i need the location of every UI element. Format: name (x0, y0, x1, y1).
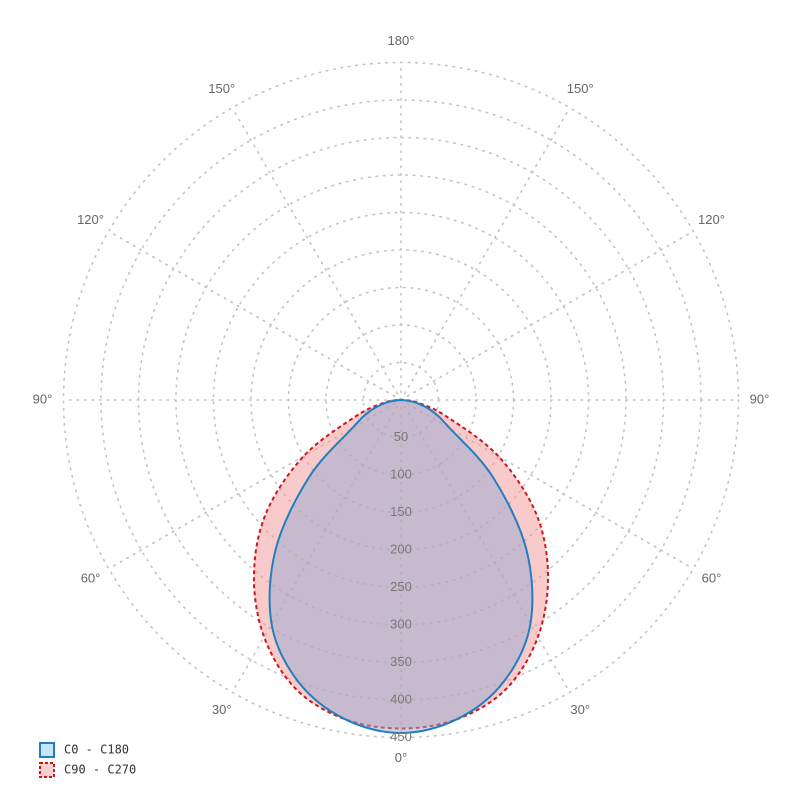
grid-spoke (231, 106, 402, 401)
angle-label: 180° (388, 33, 415, 48)
radial-label: 400 (390, 691, 412, 706)
labels: 0° 30° 60° 90° 120° 150° 180° 30° 60° 90° 120° 150°… (33, 33, 770, 765)
legend-swatch (39, 762, 55, 778)
radial-label: 200 (390, 541, 412, 556)
angle-label: 30° (212, 702, 232, 717)
grid (62, 61, 740, 739)
angle-label: 120° (698, 212, 725, 227)
angle-label: 60° (81, 571, 101, 586)
legend-label: C90 - C270 (64, 763, 136, 777)
angle-label: 150° (208, 81, 235, 96)
radial-label: 300 (390, 616, 412, 631)
legend: C0 - C180 C90 - C270 (39, 742, 136, 778)
angle-label: 90° (750, 391, 770, 406)
angle-label: 150° (567, 81, 594, 96)
angle-label: 60° (702, 571, 722, 586)
radial-label: 100 (390, 466, 412, 481)
legend-label: C0 - C180 (64, 743, 129, 757)
legend-swatch (39, 742, 55, 758)
grid-spoke (400, 106, 571, 401)
angle-label: 30° (570, 702, 590, 717)
radial-label: 250 (390, 579, 412, 594)
grid-ring (62, 61, 740, 739)
areas (252, 399, 550, 734)
radial-label: 150 (390, 504, 412, 519)
angle-label: 0° (395, 750, 407, 765)
radial-label: 50 (394, 429, 408, 444)
angle-label: 90° (33, 391, 53, 406)
angle-label: 120° (77, 212, 104, 227)
series-area (268, 399, 534, 734)
radial-label: 350 (390, 654, 412, 669)
radial-label: 450 (390, 729, 412, 744)
